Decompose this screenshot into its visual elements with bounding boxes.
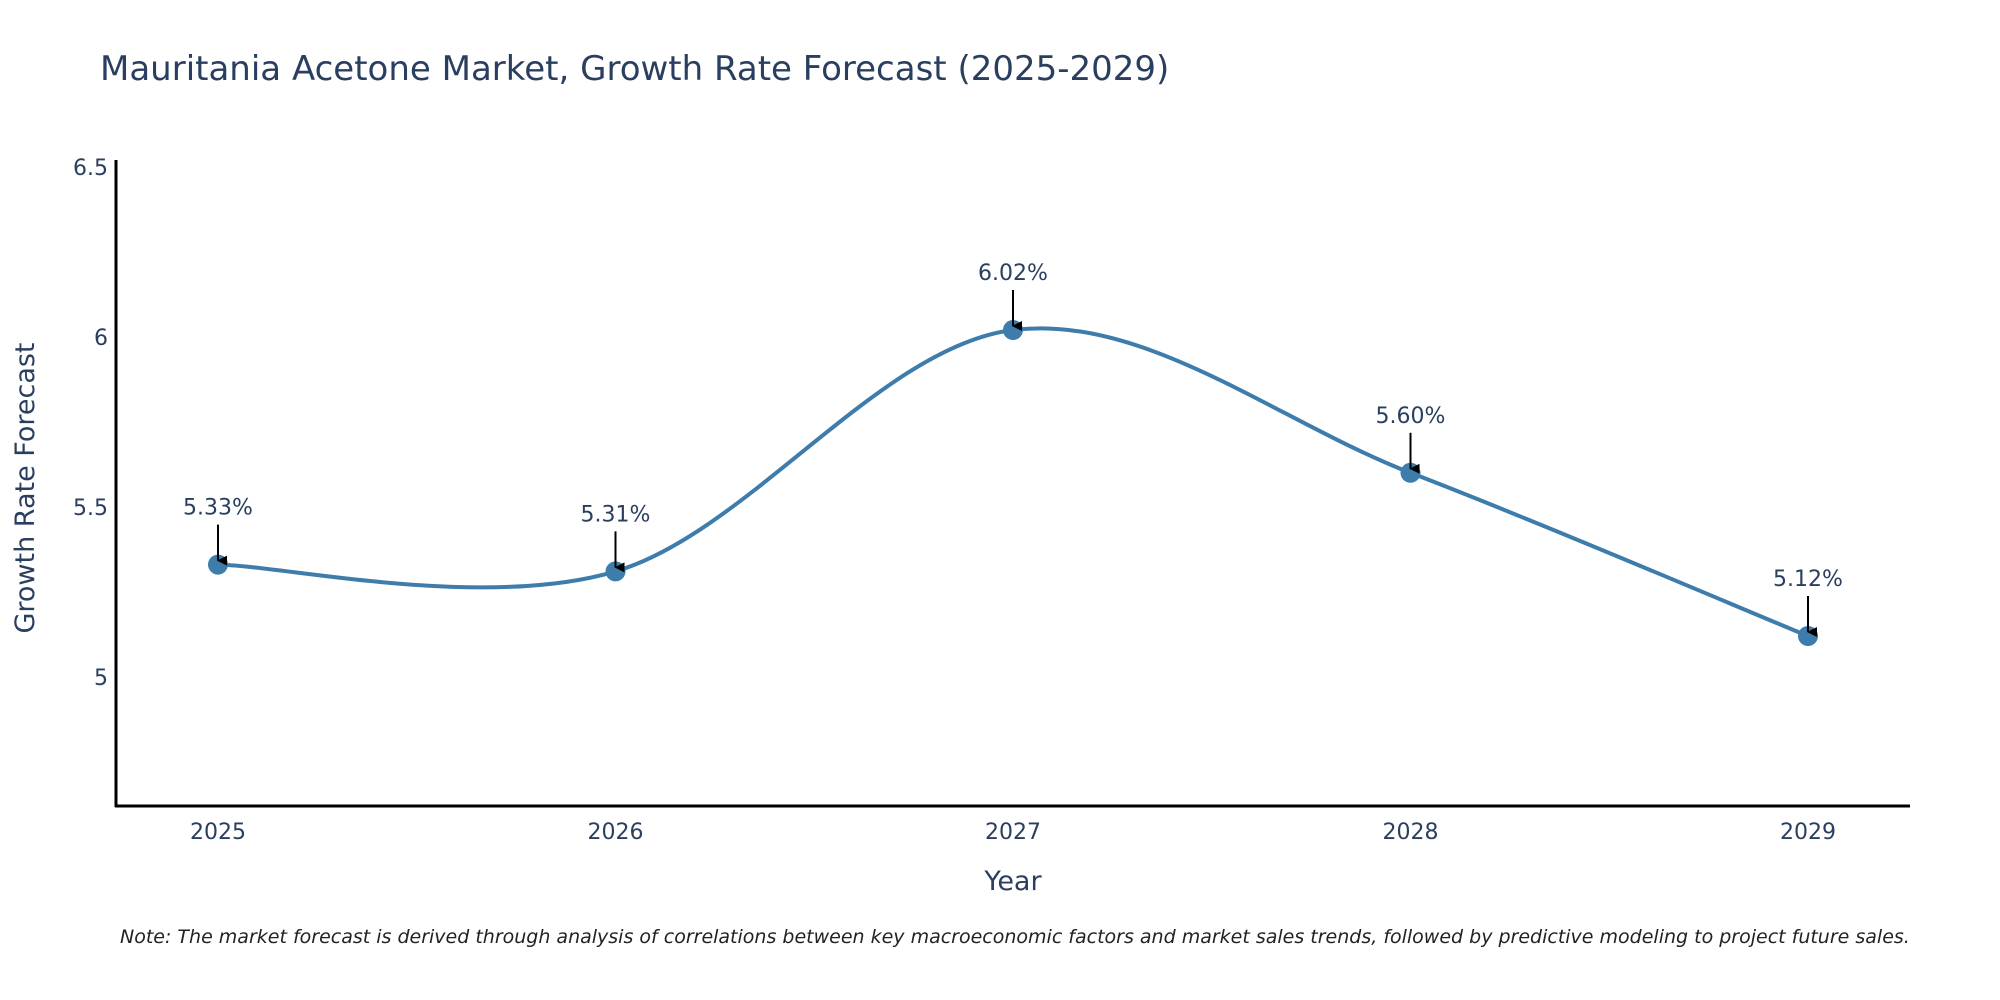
y-tick-label: 5.5 [73,496,108,521]
x-tick-label: 2027 [985,820,1041,845]
y-tick-label: 6 [94,326,108,351]
footnote: Note: The market forecast is derived thr… [120,926,1910,948]
y-axis-title: Growth Rate Forecast [10,342,41,633]
x-axis-title: Year [983,866,1042,897]
data-label: 5.12% [1773,567,1843,592]
data-label: 5.33% [183,496,253,521]
x-tick-label: 2028 [1383,820,1439,845]
y-axis-ticks: 5 5.5 6 6.5 [73,156,108,691]
x-tick-label: 2025 [190,820,246,845]
data-label: 5.31% [581,502,651,527]
series-line [217,326,1809,638]
x-tick-label: 2029 [1780,820,1836,845]
data-label: 6.02% [978,261,1048,286]
data-label: 5.60% [1376,404,1446,429]
data-annotations: 5.33% 5.31% 6.02% 5.60% 5.12% [183,261,1843,637]
y-tick-label: 6.5 [73,156,108,181]
x-axis-ticks: 2025 2026 2027 2028 2029 [190,820,1836,845]
x-tick-label: 2026 [588,820,644,845]
data-markers [208,320,1818,646]
chart-title: Mauritania Acetone Market, Growth Rate F… [100,49,1169,89]
y-tick-label: 5 [94,666,108,691]
